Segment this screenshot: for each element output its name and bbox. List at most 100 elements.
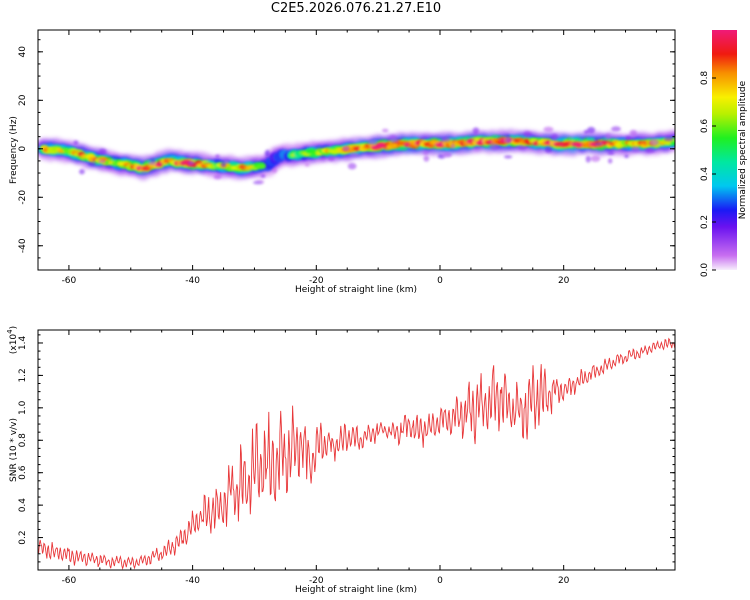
snr-y-tick-label: 0.2	[18, 530, 28, 544]
snr-y-tick-label: 0.8	[18, 433, 28, 448]
colorbar-tick-label: 0.0	[700, 263, 710, 278]
heatmap-noise-cell	[504, 137, 512, 144]
heatmap-noise-cell	[367, 139, 378, 145]
snr-y-tick-label: 1.4	[18, 336, 28, 351]
heatmap-noise-cell	[187, 160, 195, 165]
spectrogram-y-label: Frequency (Hz)	[9, 116, 19, 184]
heatmap-layer-4	[40, 138, 675, 171]
heatmap-noise-cell	[607, 151, 615, 155]
snr-y-label: SNR (10 * v/v)	[9, 418, 19, 482]
heatmap-noise-cell	[260, 174, 266, 178]
heatmap-noise-cell	[625, 136, 632, 140]
heatmap-noise	[73, 126, 674, 185]
spectrogram-y-axis: -40 -20 0 20 40	[18, 39, 675, 271]
spectrogram-y-tick-label: 0	[18, 146, 28, 152]
heatmap-noise-cell	[587, 126, 596, 134]
snr-x-tick-label: -40	[185, 576, 200, 586]
colorbar-label: Normalized spectral amplitude	[738, 80, 748, 219]
heatmap-noise-cell	[140, 171, 148, 175]
heatmap-noise-cell	[590, 155, 601, 162]
snr-x-axis: -60 -40 -20 0 20	[37, 330, 657, 586]
heatmap-noise-cell	[645, 148, 656, 153]
snr-y-tick-label: 1.2	[18, 368, 28, 382]
heatmap-noise-cell	[213, 174, 222, 180]
heatmap-noise-cell	[423, 155, 430, 162]
heatmap-noise-cell	[594, 138, 599, 142]
heatmap-noise-cell	[305, 163, 310, 167]
colorbar-gradient	[712, 30, 737, 270]
heatmap-noise-cell	[215, 154, 220, 159]
snr-panel: -60 -40 -20 0 20 0.2 0.4 0.6 0.8 1.0 1.2 1.4 Heigh…	[6, 326, 676, 595]
snr-frame	[37, 329, 676, 571]
heatmap-noise-cell	[607, 158, 613, 164]
heatmap-noise-cell	[88, 162, 97, 166]
snr-y-multiplier: (x104)	[6, 326, 19, 354]
snr-series-line	[38, 337, 675, 570]
heatmap-noise-cell	[150, 158, 156, 163]
spectrogram-y-tick-label: -40	[18, 238, 28, 253]
snr-x-tick-label: 20	[558, 576, 570, 586]
heatmap-noise-cell	[73, 140, 79, 145]
heatmap-noise-cell	[342, 145, 350, 152]
heatmap-noise-cell	[264, 149, 270, 157]
colorbar-tick-label: 0.6	[700, 119, 710, 134]
heatmap-noise-cell	[604, 133, 612, 140]
heatmap-noise-cell	[79, 169, 85, 175]
heatmap-cell	[255, 164, 266, 169]
colorbar: 0.0 0.2 0.4 0.6 0.8 Normalized spectral ampl…	[700, 30, 748, 277]
heatmap-noise-cell	[585, 155, 591, 163]
heatmap-noise-cell	[441, 136, 451, 143]
colorbar-tick-label: 0.8	[700, 71, 710, 86]
spectrogram-x-tick-label: -60	[62, 276, 77, 286]
snr-x-tick-label: 0	[437, 576, 443, 586]
heatmap-noise-cell	[422, 151, 429, 155]
snr-x-label: Height of straight line (km)	[295, 585, 417, 595]
page-title: C2E5.2026.076.21.27.E10	[270, 1, 442, 16]
spectrogram-heatmap	[38, 126, 675, 185]
heatmap-noise-cell	[489, 143, 499, 151]
heatmap-cell	[669, 140, 675, 145]
heatmap-noise-cell	[97, 159, 106, 164]
heatmap-noise-cell	[624, 154, 629, 158]
spectrogram-x-tick-label: 0	[437, 276, 443, 286]
spectrogram-y-tick-label: 20	[18, 94, 28, 106]
heatmap-noise-cell	[517, 145, 525, 149]
colorbar-tick-label: 0.4	[700, 167, 710, 182]
snr-y-tick-label: 0.4	[18, 498, 28, 513]
heatmap-noise-cell	[543, 126, 554, 133]
heatmap-noise-cell	[551, 133, 559, 141]
snr-x-tick-label: -20	[309, 576, 324, 586]
spectrogram-x-tick-label: -20	[309, 276, 324, 286]
heatmap-noise-cell	[349, 152, 360, 157]
heatmap-noise-cell	[347, 162, 357, 170]
heatmap-noise-cell	[523, 131, 532, 138]
heatmap-noise-cell	[594, 142, 603, 146]
heatmap-noise-cell	[450, 143, 456, 149]
spectrogram-x-axis: -60 -40 -20 0 20	[37, 30, 657, 286]
heatmap-noise-cell	[472, 127, 480, 135]
snr-plot-area	[38, 330, 675, 570]
spectrogram-x-label: Height of straight line (km)	[295, 285, 417, 295]
heatmap-noise-cell	[381, 128, 389, 133]
heatmap-noise-cell	[663, 137, 674, 142]
spectrogram-y-tick-label: 40	[18, 46, 28, 58]
spectrogram-panel: -60 -40 -20 0 20 -40 -20 0 20 40 Height of strai…	[9, 29, 676, 295]
heatmap-noise-cell	[544, 146, 553, 153]
spectrogram-frame	[37, 29, 676, 271]
snr-y-tick-label: 1.0	[18, 400, 28, 415]
heatmap-noise-cell	[631, 146, 641, 152]
heatmap-noise-cell	[503, 155, 513, 159]
heatmap-noise-cell	[220, 161, 227, 168]
heatmap-noise-cell	[629, 129, 637, 137]
snr-y-axis: 0.2 0.4 0.6 0.8 1.0 1.2 1.4	[18, 334, 675, 571]
colorbar-ticks: 0.0 0.2 0.4 0.6 0.8	[700, 71, 716, 278]
spectrogram-x-tick-label: -40	[185, 276, 200, 286]
heatmap-noise-cell	[389, 139, 400, 143]
spectrogram-y-tick-label: -20	[18, 190, 28, 205]
heatmap-noise-cell	[649, 139, 659, 146]
heatmap-noise-cell	[327, 155, 335, 162]
snr-x-tick-label: -60	[62, 576, 77, 586]
colorbar-tick-label: 0.2	[700, 215, 710, 229]
heatmap-noise-cell	[253, 181, 263, 185]
